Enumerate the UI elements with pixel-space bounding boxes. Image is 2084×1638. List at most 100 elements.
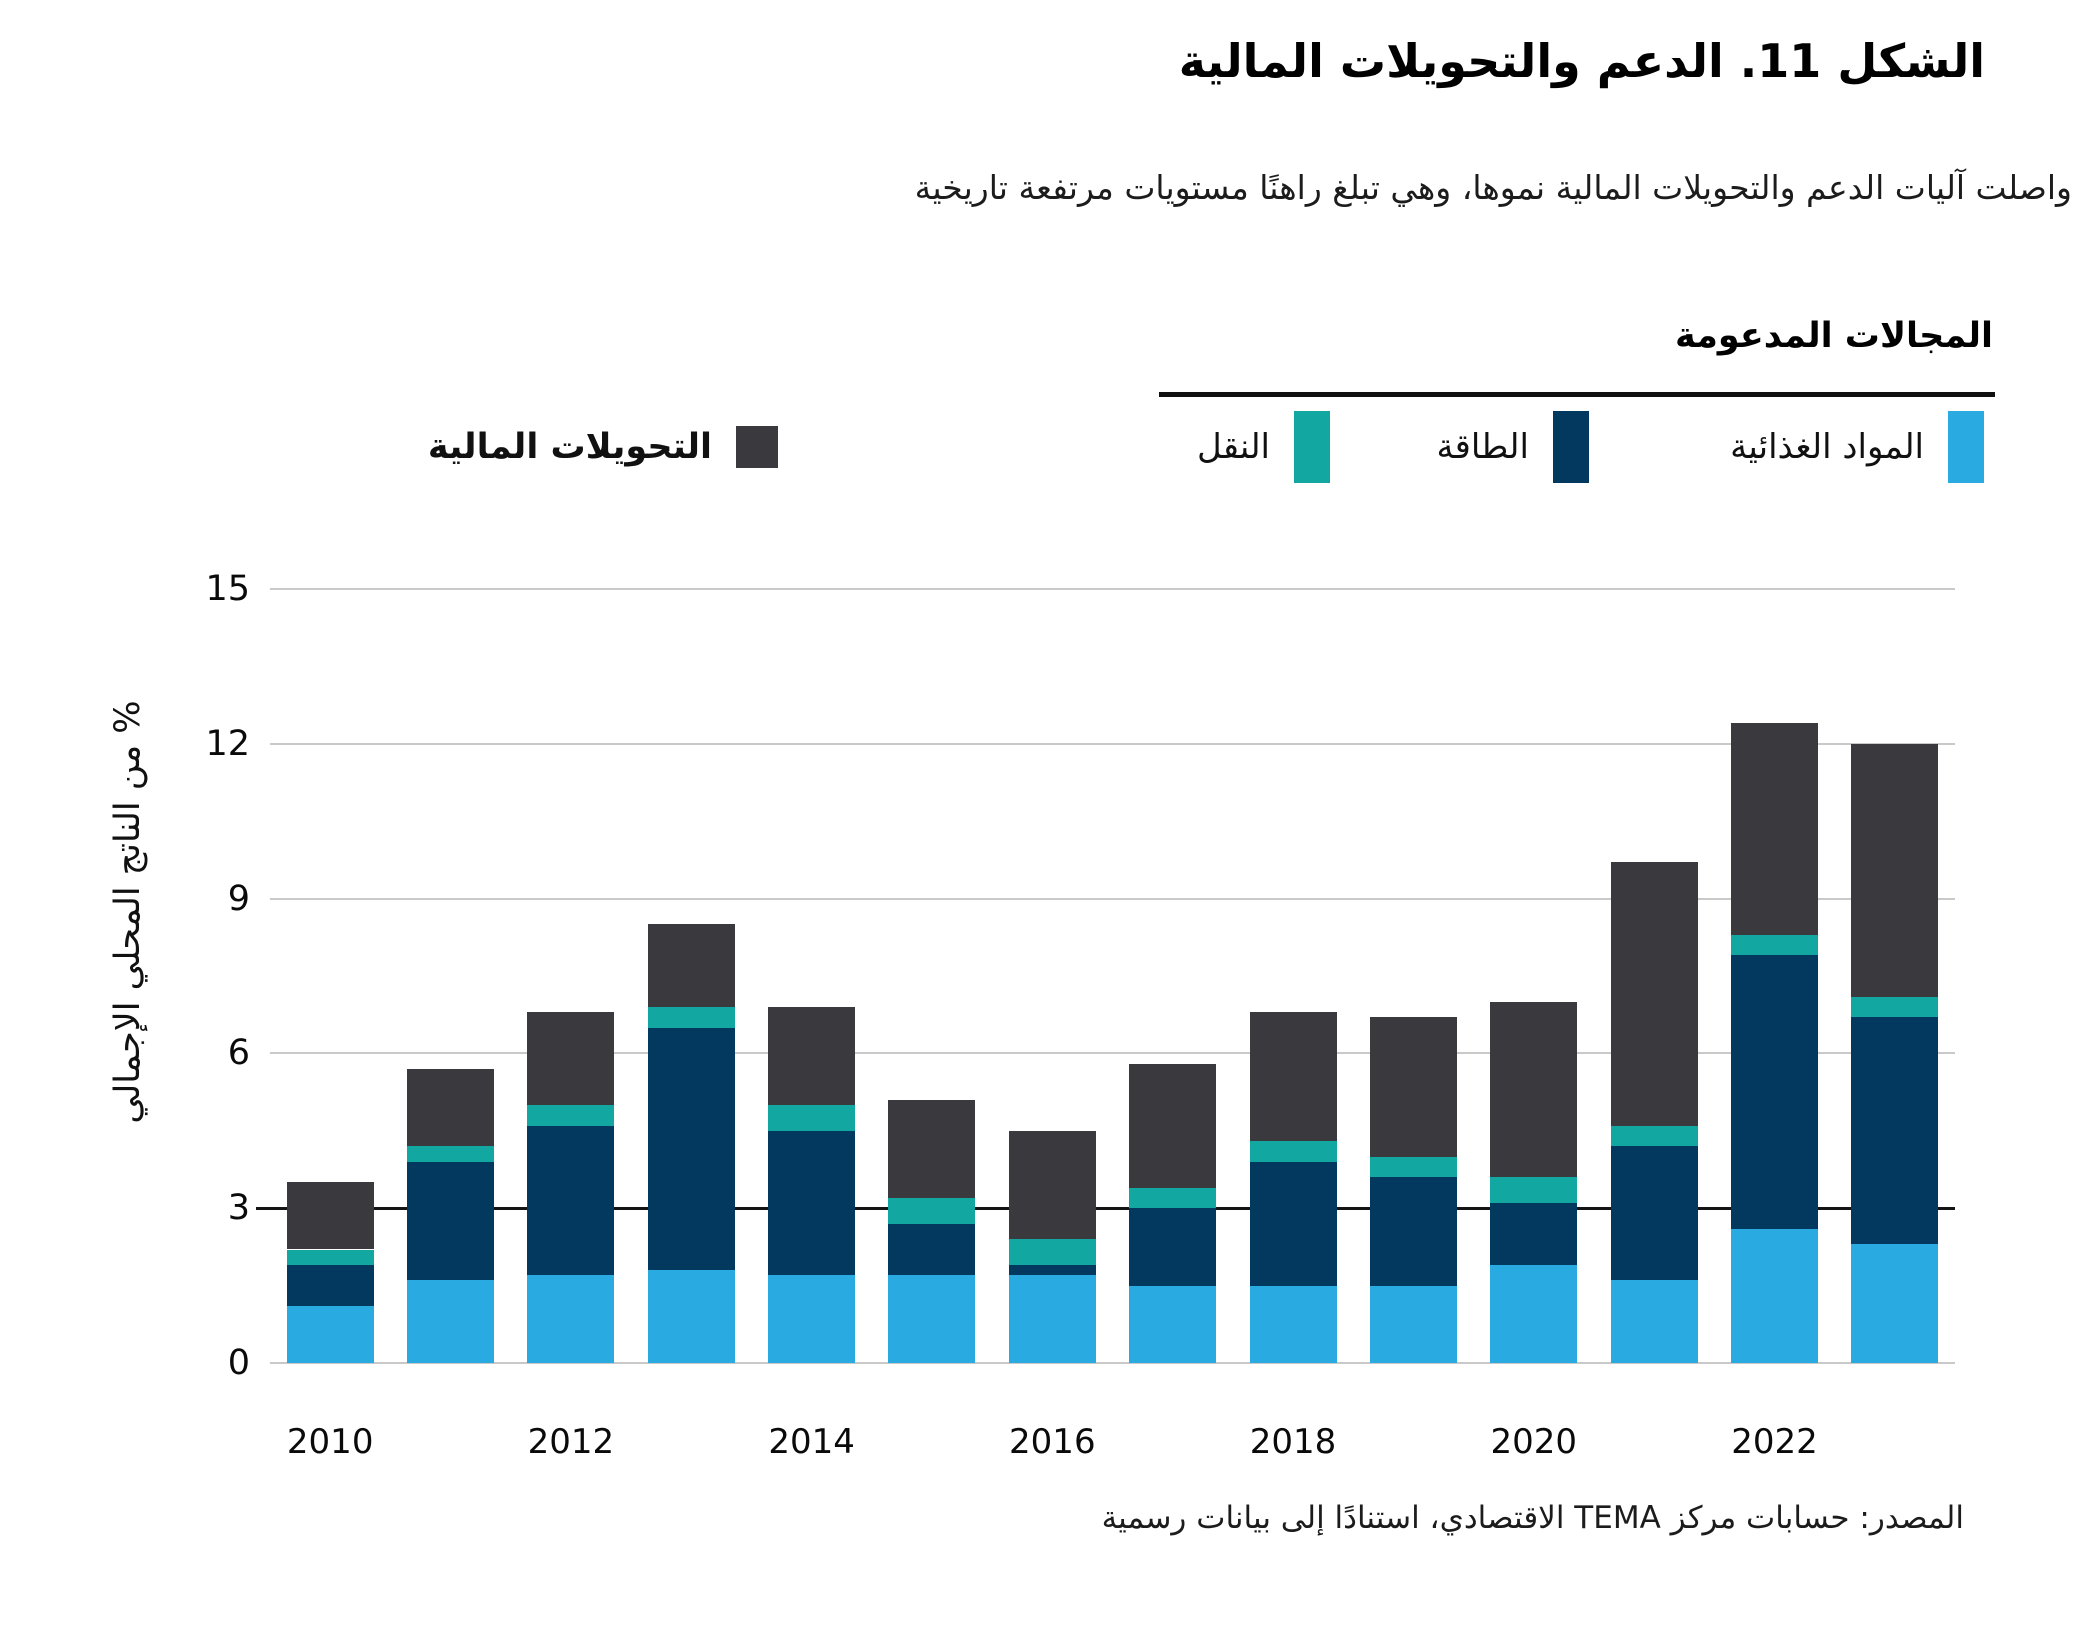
legend-group-header: المجالات المدعومة	[1675, 316, 1993, 356]
bar-segment-transfers-2021	[1610, 862, 1698, 1126]
bar-segment-energy-2018	[1249, 1161, 1337, 1286]
bar-segment-energy-2016	[1008, 1264, 1096, 1276]
gridline-6	[270, 1052, 1955, 1055]
y-tick-label-0: 0	[227, 1343, 250, 1383]
bar-segment-food-2022	[1730, 1228, 1818, 1363]
legend-item-food: المواد الغذائية	[1730, 410, 1984, 484]
y-axis-tick-labels: 0 3 6 9 12 15	[0, 569, 250, 1383]
stacked-bar-plot-area	[256, 588, 1955, 1364]
bar-segment-food-2013	[647, 1270, 735, 1363]
bar-segment-transport-2023	[1851, 996, 1939, 1018]
y-tick-label-9: 9	[227, 878, 250, 919]
bar-segment-transfers-2010	[286, 1182, 374, 1250]
legend-item-transfers-label: التحويلات المالية	[427, 427, 712, 467]
legend-item-transport-label: النقل	[1196, 427, 1270, 467]
bar-2023	[1851, 589, 1939, 1363]
bar-segment-transfers-2022	[1730, 723, 1818, 935]
bar-segment-food-2019	[1369, 1285, 1457, 1363]
bar-segment-energy-2017	[1129, 1208, 1217, 1286]
y-tick-label-12: 12	[205, 723, 250, 764]
bar-2013	[647, 589, 735, 1363]
bar-segment-food-2010	[286, 1306, 374, 1363]
bar-segment-transfers-2012	[527, 1012, 615, 1105]
bar-segment-transport-2015	[888, 1197, 976, 1224]
x-axis-tick-labels: 2010 2012 2014 2016 2018 2020 2022	[270, 1422, 1955, 1482]
gridline-12	[270, 742, 1955, 745]
bar-segment-transport-2019	[1369, 1156, 1457, 1178]
bar-segment-energy-2013	[647, 1027, 735, 1271]
bar-2021	[1610, 589, 1698, 1363]
bar-segment-transfers-2018	[1249, 1012, 1337, 1142]
legend-item-transport: النقل	[1197, 410, 1330, 484]
bar-segment-energy-2020	[1490, 1203, 1578, 1265]
gridline-9	[270, 897, 1955, 900]
bar-segment-transport-2022	[1730, 934, 1818, 956]
bar-segment-food-2023	[1851, 1244, 1939, 1363]
bar-segment-energy-2014	[768, 1130, 856, 1276]
y-tick-label-15: 15	[205, 569, 250, 609]
bar-segment-food-2014	[768, 1275, 856, 1363]
transfers-swatch-icon	[736, 426, 778, 468]
transport-swatch-icon	[1294, 411, 1330, 483]
bar-segment-transport-2021	[1610, 1125, 1698, 1147]
bar-2020	[1490, 589, 1578, 1363]
gridline-0	[270, 1362, 1955, 1364]
bar-segment-transport-2014	[768, 1105, 856, 1131]
bar-segment-energy-2012	[527, 1125, 615, 1276]
bar-segment-transfers-2013	[647, 924, 735, 1007]
x-tick-label-2020: 2020	[1490, 1422, 1578, 1462]
bar-segment-food-2016	[1008, 1275, 1096, 1363]
bar-segment-transport-2011	[407, 1146, 495, 1162]
legend-item-food-label: المواد الغذائية	[1730, 427, 1924, 467]
x-tick-label-2018: 2018	[1249, 1422, 1337, 1462]
bar-2014	[768, 589, 856, 1363]
bar-segment-transfers-2015	[888, 1099, 976, 1198]
x-tick-label-2012: 2012	[527, 1422, 615, 1462]
bar-segment-food-2015	[888, 1275, 976, 1363]
bar-segment-food-2017	[1129, 1285, 1217, 1363]
source-note: المصدر: حسابات مركز TEMA الاقتصادي، استن…	[1101, 1500, 1964, 1536]
bar-2010	[286, 589, 374, 1363]
bar-segment-energy-2021	[1610, 1146, 1698, 1281]
figure-subtitle: واصلت آليات الدعم والتحويلات المالية نمو…	[914, 168, 2072, 207]
bar-segment-food-2012	[527, 1275, 615, 1363]
energy-swatch-icon	[1553, 411, 1589, 483]
bar-2018	[1249, 589, 1337, 1363]
bar-2011	[407, 589, 495, 1363]
bar-segment-food-2011	[407, 1280, 495, 1363]
bar-segment-transfers-2017	[1129, 1063, 1217, 1188]
y-tick-label-3: 3	[227, 1188, 250, 1229]
bar-segment-energy-2011	[407, 1161, 495, 1281]
bar-segment-food-2021	[1610, 1280, 1698, 1363]
gridline-emphasized-3	[256, 1206, 1955, 1210]
bar-segment-food-2020	[1490, 1264, 1578, 1363]
bar-segment-transport-2013	[647, 1006, 735, 1028]
bar-segment-transfers-2023	[1851, 743, 1939, 997]
legend-item-energy-label: الطاقة	[1436, 427, 1529, 467]
bar-segment-transfers-2016	[1008, 1130, 1096, 1240]
bar-segment-transfers-2019	[1369, 1017, 1457, 1157]
bar-segment-energy-2019	[1369, 1177, 1457, 1286]
bar-2012	[527, 589, 615, 1363]
legend-underline	[1159, 392, 1995, 397]
x-tick-label-2014: 2014	[768, 1422, 855, 1462]
bar-segment-energy-2015	[888, 1223, 976, 1276]
bar-2016	[1008, 589, 1096, 1363]
legend-item-energy: الطاقة	[1436, 410, 1589, 484]
bar-segment-energy-2023	[1851, 1017, 1939, 1245]
bar-2022	[1730, 589, 1818, 1363]
legend-item-transfers: التحويلات المالية	[428, 410, 778, 484]
bar-segment-transport-2017	[1129, 1187, 1217, 1209]
x-tick-label-2016: 2016	[1009, 1422, 1096, 1462]
bar-segment-transfers-2011	[407, 1068, 495, 1147]
x-tick-label-2010: 2010	[286, 1422, 374, 1462]
figure-title: الشكل 11. الدعم والتحويلات المالية	[1178, 34, 1985, 88]
bar-segment-transfers-2020	[1490, 1001, 1578, 1178]
bar-segment-transport-2020	[1490, 1177, 1578, 1204]
bar-segment-transport-2016	[1008, 1239, 1096, 1265]
bar-segment-energy-2010	[286, 1264, 374, 1307]
x-tick-label-2022: 2022	[1731, 1422, 1818, 1462]
bar-segment-energy-2022	[1730, 955, 1818, 1229]
bar-segment-transfers-2014	[768, 1006, 856, 1105]
